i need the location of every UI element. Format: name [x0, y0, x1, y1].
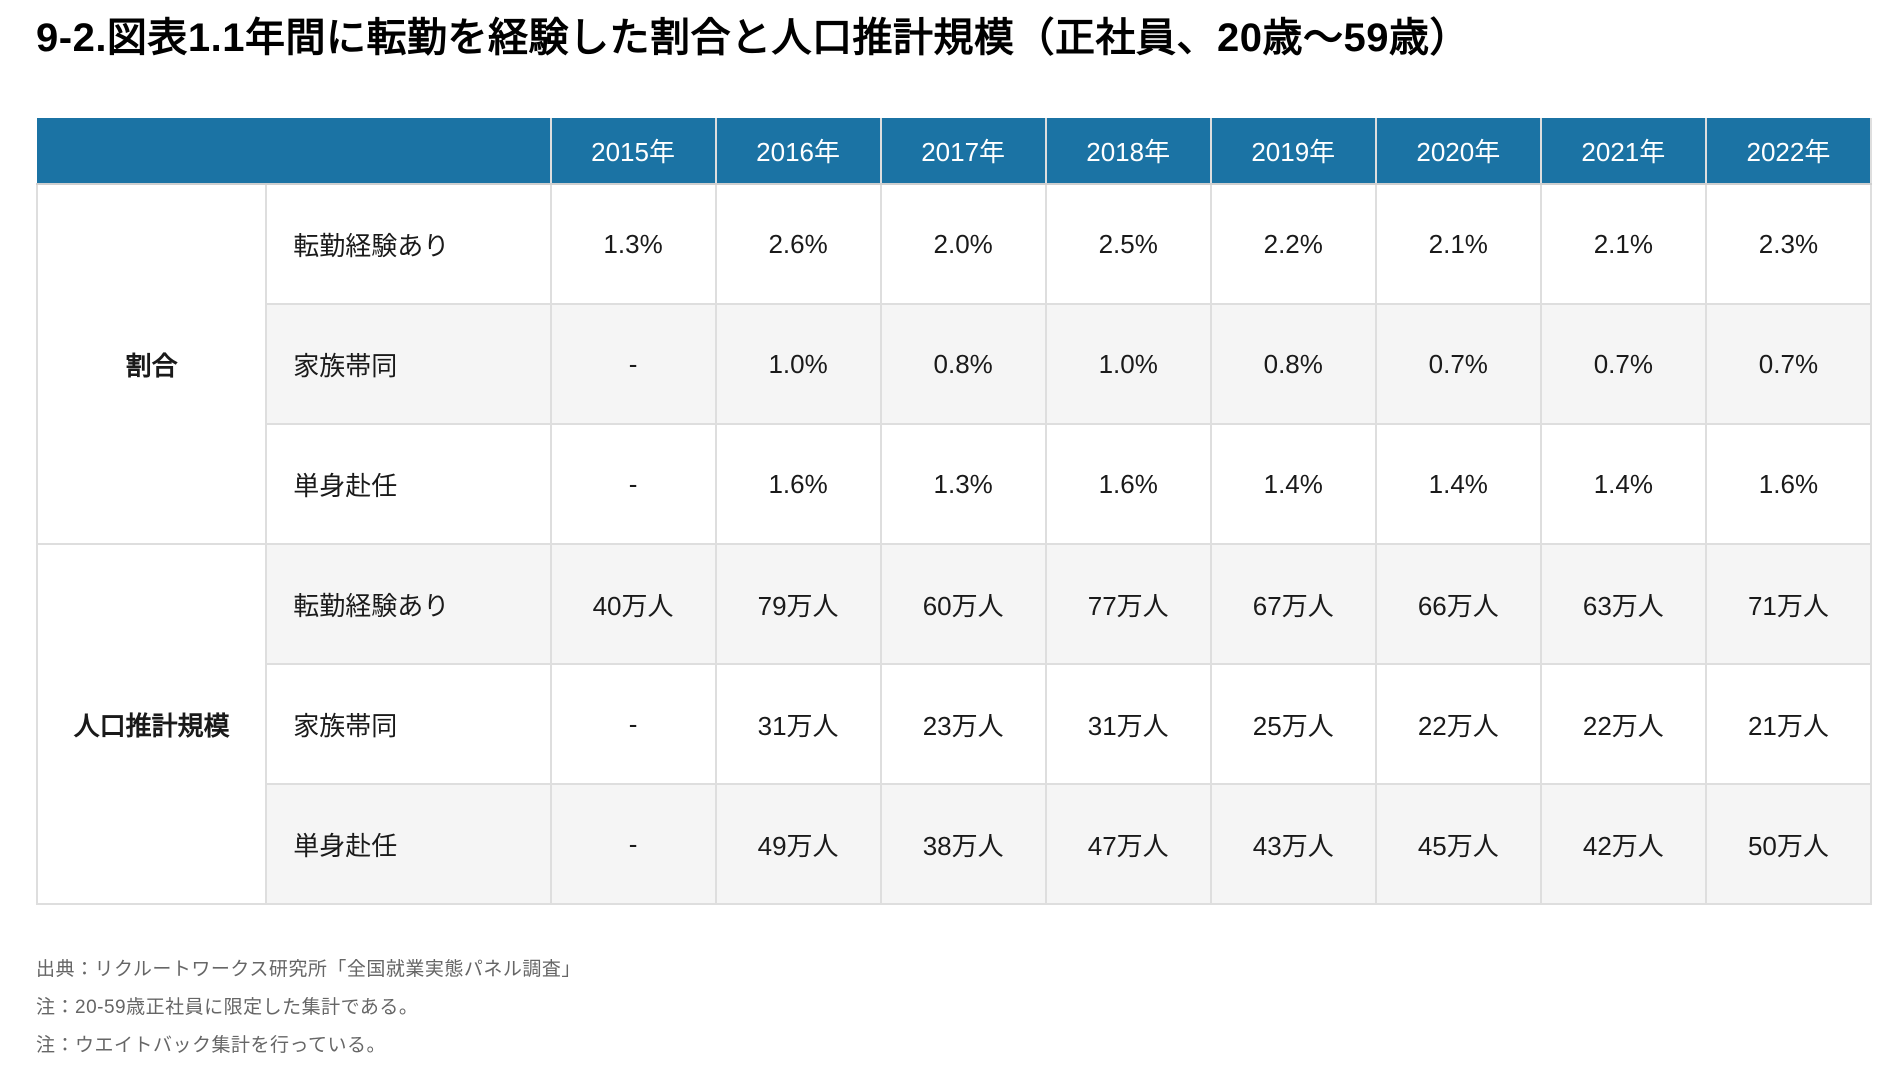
value-cell: 45万人	[1374, 783, 1542, 905]
value-cell: 79万人	[714, 543, 882, 665]
value-cell: 0.7%	[1539, 303, 1707, 425]
table-row: 家族帯同 - 31万人 23万人 31万人 25万人 22万人 22万人 21万…	[37, 663, 1873, 785]
value-cell: 50万人	[1704, 783, 1873, 905]
year-header: 2017年	[879, 118, 1047, 185]
value-cell: 1.4%	[1374, 423, 1542, 545]
value-cell: -	[549, 783, 717, 905]
footnotes: 出典：リクルートワークス研究所「全国就業実態パネル調査」 注：20-59歳正社員…	[36, 951, 1872, 1065]
value-cell: 2.2%	[1209, 183, 1377, 305]
figure-title: 9-2.図表1.1年間に転勤を経験した割合と人口推計規模（正社員、20歳～59歳…	[36, 16, 1471, 60]
value-cell: 1.4%	[1539, 423, 1707, 545]
value-cell: 0.7%	[1374, 303, 1542, 425]
row-label: 家族帯同	[265, 663, 552, 785]
year-header: 2022年	[1704, 118, 1873, 185]
value-cell: 63万人	[1539, 543, 1707, 665]
value-cell: 2.0%	[879, 183, 1047, 305]
year-header: 2015年	[549, 118, 717, 185]
year-header: 2020年	[1374, 118, 1542, 185]
row-label: 転勤経験あり	[265, 543, 552, 665]
value-cell: 1.3%	[879, 423, 1047, 545]
value-cell: 22万人	[1374, 663, 1542, 785]
row-label: 家族帯同	[265, 303, 552, 425]
value-cell: 1.3%	[549, 183, 717, 305]
value-cell: 2.1%	[1374, 183, 1542, 305]
transfer-data-table: 2015年 2016年 2017年 2018年 2019年 2020年 2021…	[35, 118, 1873, 905]
value-cell: 43万人	[1209, 783, 1377, 905]
value-cell: 21万人	[1704, 663, 1873, 785]
value-cell: 60万人	[879, 543, 1047, 665]
year-header: 2018年	[1044, 118, 1212, 185]
table-row: 割合 転勤経験あり 1.3% 2.6% 2.0% 2.5% 2.2% 2.1% …	[35, 183, 1873, 545]
value-cell: 2.3%	[1704, 183, 1873, 305]
table-row: 家族帯同 - 1.0% 0.8% 1.0% 0.8% 0.7% 0.7% 0.7…	[37, 303, 1873, 425]
row-label: 単身赴任	[265, 423, 552, 545]
value-cell: 42万人	[1539, 783, 1707, 905]
value-cell: 1.6%	[714, 423, 882, 545]
value-cell: -	[549, 663, 717, 785]
header-row: 2015年 2016年 2017年 2018年 2019年 2020年 2021…	[37, 118, 1873, 185]
year-header: 2019年	[1209, 118, 1377, 185]
value-cell: 66万人	[1374, 543, 1542, 665]
value-cell: 0.8%	[1209, 303, 1377, 425]
table-row: 単身赴任 - 49万人 38万人 47万人 43万人 45万人 42万人 50万…	[37, 783, 1873, 905]
row-label: 単身赴任	[265, 783, 552, 905]
value-cell: 71万人	[1704, 543, 1873, 665]
value-cell: 0.7%	[1704, 303, 1873, 425]
value-cell: 1.0%	[714, 303, 882, 425]
value-cell: 31万人	[1044, 663, 1212, 785]
value-cell: 2.5%	[1044, 183, 1212, 305]
value-cell: 23万人	[879, 663, 1047, 785]
table-row: 単身赴任 - 1.6% 1.3% 1.6% 1.4% 1.4% 1.4% 1.6…	[37, 423, 1873, 545]
value-cell: 0.8%	[879, 303, 1047, 425]
value-cell: 77万人	[1044, 543, 1212, 665]
value-cell: 22万人	[1539, 663, 1707, 785]
value-cell: 1.6%	[1704, 423, 1873, 545]
value-cell: 2.1%	[1539, 183, 1707, 305]
value-cell: 47万人	[1044, 783, 1212, 905]
header-corner-cell	[37, 118, 552, 185]
value-cell: 40万人	[549, 543, 717, 665]
value-cell: 38万人	[879, 783, 1047, 905]
source-note: 出典：リクルートワークス研究所「全国就業実態パネル調査」	[36, 959, 581, 980]
year-header: 2016年	[714, 118, 882, 185]
group-label-population: 人口推計規模	[35, 543, 268, 905]
row-label: 転勤経験あり	[265, 183, 552, 305]
note-weighting: 注：ウエイトバック集計を行っている。	[36, 1035, 387, 1056]
group-label-ratio: 割合	[35, 183, 268, 545]
table-row: 人口推計規模 転勤経験あり 40万人 79万人 60万人 77万人 67万人 6…	[35, 543, 1873, 905]
value-cell: -	[549, 303, 717, 425]
value-cell: 1.0%	[1044, 303, 1212, 425]
note-population-scope: 注：20-59歳正社員に限定した集計である。	[36, 997, 419, 1018]
value-cell: -	[549, 423, 717, 545]
value-cell: 25万人	[1209, 663, 1377, 785]
value-cell: 49万人	[714, 783, 882, 905]
year-header: 2021年	[1539, 118, 1707, 185]
value-cell: 31万人	[714, 663, 882, 785]
value-cell: 1.6%	[1044, 423, 1212, 545]
value-cell: 2.6%	[714, 183, 882, 305]
value-cell: 67万人	[1209, 543, 1377, 665]
value-cell: 1.4%	[1209, 423, 1377, 545]
